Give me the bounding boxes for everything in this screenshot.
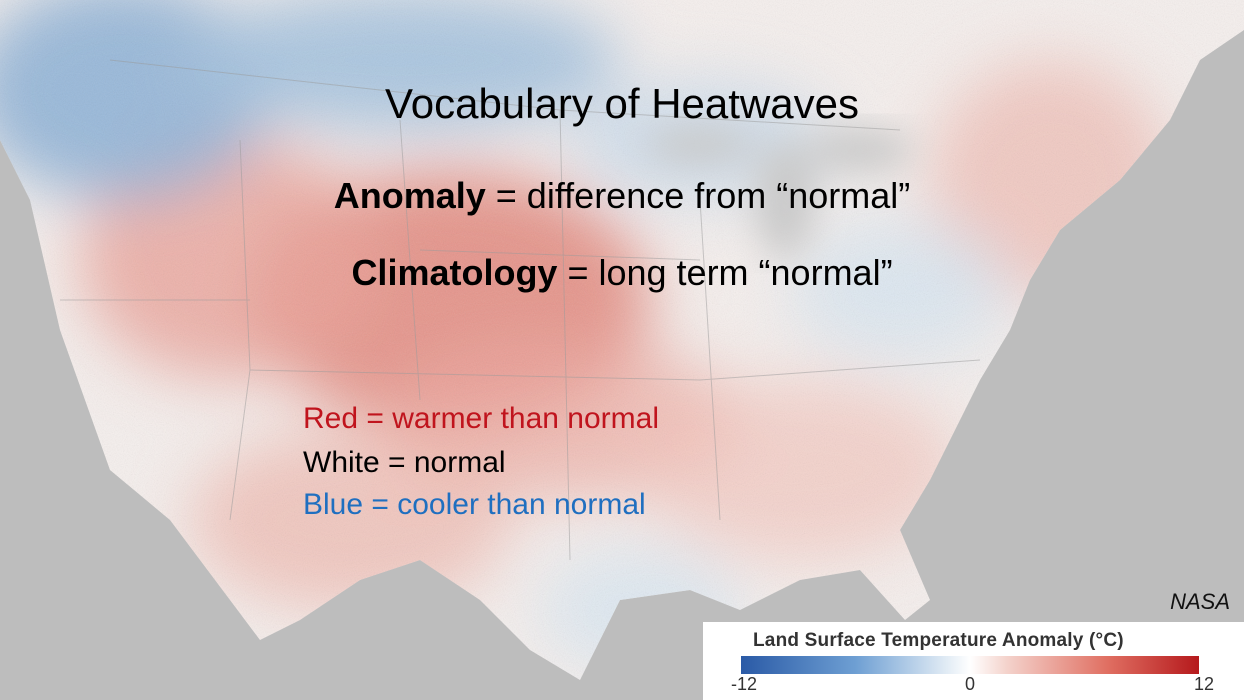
colorbar-mid-label: 0 <box>965 674 976 694</box>
definition-term: Anomaly <box>333 175 486 216</box>
definition-term: Climatology <box>351 252 558 293</box>
colorbar-min-label: -12 <box>731 674 758 694</box>
slide-title: Vocabulary of Heatwaves <box>385 80 859 127</box>
colorbar-gradient <box>741 656 1199 674</box>
image-credit: NASA <box>1170 589 1230 614</box>
colorbar-max-label: 12 <box>1194 674 1215 694</box>
definition-text: = difference from “normal” <box>485 175 911 216</box>
legend-white: White = normal <box>303 446 506 479</box>
colorbar: Land Surface Temperature Anomaly (°C) -1… <box>703 622 1244 700</box>
legend-blue: Blue = cooler than normal <box>303 488 646 521</box>
legend-red: Red = warmer than normal <box>303 402 659 435</box>
definition-text: = long term “normal” <box>557 252 893 293</box>
colorbar-title: Land Surface Temperature Anomaly (°C) <box>753 630 1124 651</box>
definition-anomaly: Anomaly = difference from “normal” <box>0 175 1244 217</box>
definition-climatology: Climatology = long term “normal” <box>0 252 1244 294</box>
